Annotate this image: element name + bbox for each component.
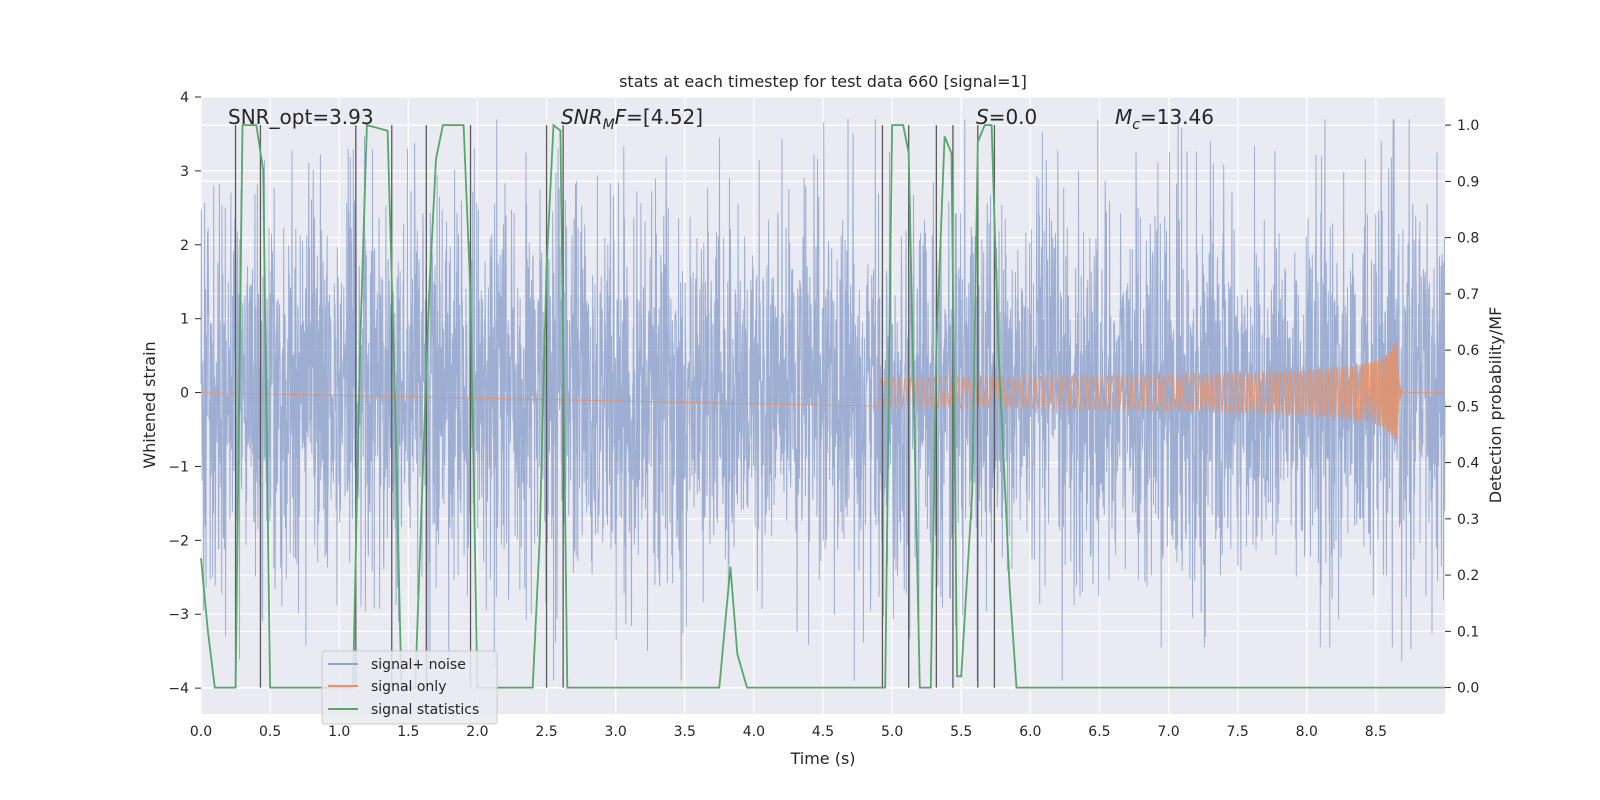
x-tick-label: 4.5 — [812, 724, 834, 740]
legend-label-signal-statistics: signal statistics — [371, 702, 479, 718]
x-axis-ticks: 0.0 0.5 1.0 1.5 2.0 2.5 3.0 3.5 4.0 4.5 5.0 5.5 6.0 6… — [190, 724, 1387, 740]
left-y-tick-label: −3 — [168, 607, 189, 623]
annotation-part: M — [603, 117, 615, 133]
annotation-part: =13.46 — [1140, 105, 1214, 129]
x-tick-label: 3.0 — [605, 724, 627, 740]
annotation-snr-mf: SNRMF=[4.52] — [561, 105, 703, 133]
signal-only-series — [200, 338, 1446, 445]
x-tick-label: 7.0 — [1157, 724, 1179, 740]
annotation-part: c — [1132, 117, 1140, 133]
right-y-tick-label: 0.5 — [1457, 399, 1479, 415]
x-tick-label: 4.0 — [743, 724, 765, 740]
legend-label-signal-noise: signal+ noise — [371, 657, 466, 673]
left-y-tick-label: −1 — [168, 459, 189, 475]
x-tick-label: 8.0 — [1296, 724, 1318, 740]
right-y-axis-label: Detection probability/MF — [1486, 307, 1505, 504]
right-y-tick-label: 0.3 — [1457, 512, 1479, 528]
x-tick-label: 7.5 — [1227, 724, 1249, 740]
annotations: SNR_opt=3.93 SNRMF=[4.52] S=0.0 Mc=13.46 — [228, 105, 1214, 133]
left-y-axis-label: Whitened strain — [140, 341, 159, 468]
annotation-part: SNR — [561, 105, 603, 129]
x-tick-label: 2.5 — [535, 724, 557, 740]
legend-box — [321, 650, 498, 725]
left-y-tick-label: −4 — [168, 681, 189, 697]
right-y-tick-label: 0.8 — [1457, 231, 1479, 247]
x-tick-label: 0.0 — [190, 724, 212, 740]
x-tick-label: 3.5 — [674, 724, 696, 740]
right-y-tick-label: 0.1 — [1457, 624, 1479, 640]
chart-title: stats at each timestep for test data 660… — [619, 72, 1027, 91]
annotation-part: SNR_opt=3.93 — [228, 105, 374, 129]
annotation-snr-opt: SNR_opt=3.93 — [228, 105, 374, 129]
right-y-tick-label: 1.0 — [1457, 118, 1479, 134]
left-y-tick-label: 4 — [180, 90, 189, 106]
signal-noise-line — [200, 119, 1446, 681]
x-tick-label: 1.0 — [328, 724, 350, 740]
right-y-tick-label: 0.7 — [1457, 287, 1479, 303]
annotation-part: =0.0 — [989, 105, 1038, 129]
annotation-s-stat: S=0.0 — [976, 105, 1037, 129]
x-tick-label: 5.5 — [950, 724, 972, 740]
x-tick-label: 1.5 — [397, 724, 419, 740]
right-y-tick-label: 0.4 — [1457, 456, 1479, 472]
signal-only-line — [200, 338, 1446, 445]
annotation-part: F — [615, 105, 627, 129]
annotation-part: M — [1115, 105, 1132, 129]
annotation-part: S — [976, 105, 989, 129]
signal-noise-series — [200, 119, 1446, 681]
legend: signal+ noise signal only signal statist… — [321, 650, 498, 725]
annotation-mc: Mc=13.46 — [1115, 105, 1214, 133]
annotation-part: =[4.52] — [626, 105, 703, 129]
x-tick-label: 2.0 — [466, 724, 488, 740]
x-tick-label: 0.5 — [259, 724, 281, 740]
x-axis-label: Time (s) — [789, 749, 855, 768]
right-y-tick-label: 0.2 — [1457, 568, 1479, 584]
right-y-tick-label: 0.9 — [1457, 174, 1479, 190]
x-tick-label: 6.5 — [1088, 724, 1110, 740]
left-y-tick-label: −2 — [168, 533, 189, 549]
left-y-tick-label: 0 — [180, 386, 189, 402]
right-y-tick-label: 0.6 — [1457, 343, 1479, 359]
right-y-tick-label: 0.0 — [1457, 681, 1479, 697]
left-y-axis-ticks: 4 3 2 1 0 −1 −2 −3 −4 — [168, 90, 201, 697]
legend-label-signal-only: signal only — [371, 679, 446, 695]
left-y-tick-label: 1 — [180, 312, 189, 328]
x-tick-label: 8.5 — [1365, 724, 1387, 740]
x-tick-label: 5.0 — [881, 724, 903, 740]
left-y-tick-label: 3 — [180, 164, 189, 180]
left-y-tick-label: 2 — [180, 238, 189, 254]
right-y-axis-ticks: 1.0 0.9 0.8 0.7 0.6 0.5 0.4 0.3 0.2 0.1 0.0 — [1445, 118, 1479, 697]
x-tick-label: 6.0 — [1019, 724, 1041, 740]
